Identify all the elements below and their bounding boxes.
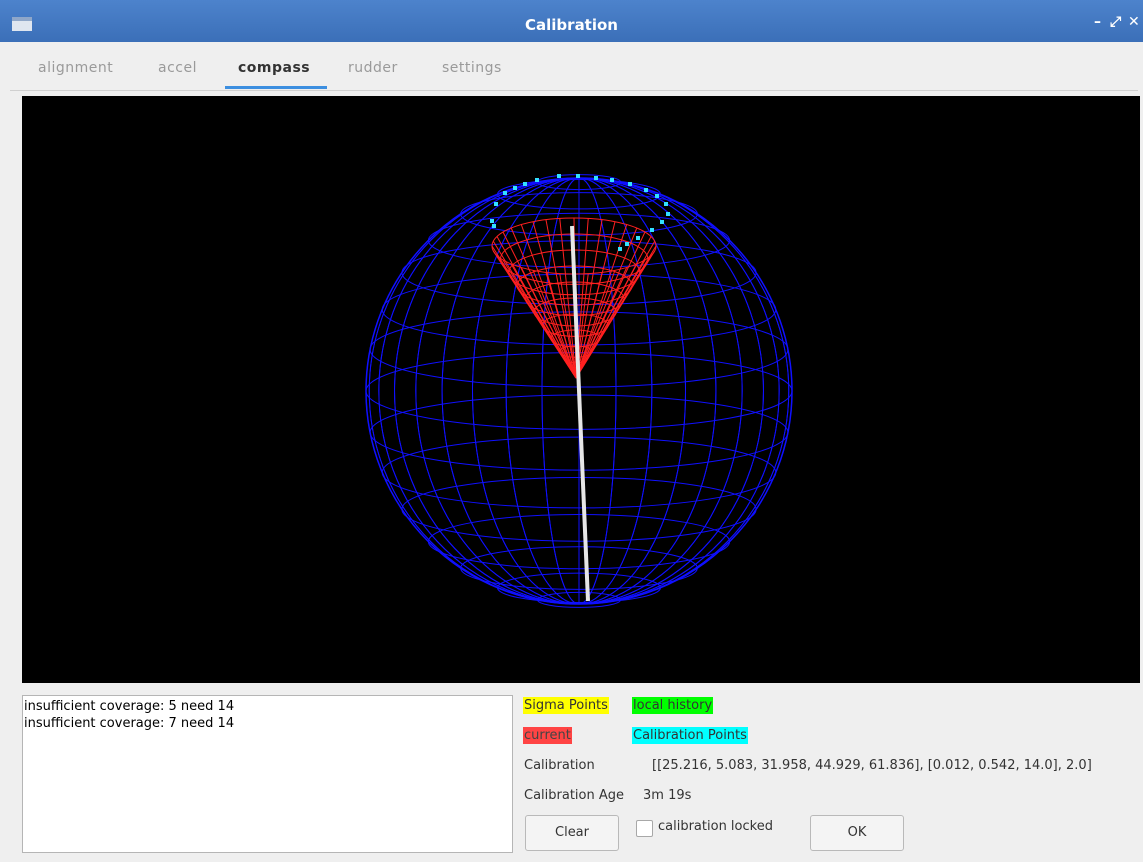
calibration-point [625,242,629,246]
calibration-point [523,182,527,186]
calibration-point [610,178,614,182]
legend-local-history: local history [632,697,714,714]
title-bar[interactable]: Calibration – ⤢ ✕ [0,0,1143,42]
calibration-point [576,174,580,178]
calibration-point [557,174,561,178]
status-log[interactable]: insufficient coverage: 5 need 14 insuffi… [22,695,513,853]
calibration-point [490,219,494,223]
calibration-point [655,194,659,198]
tab-rudder[interactable]: rudder [348,60,398,76]
calibration-locked-checkbox[interactable] [636,820,653,837]
tab-settings[interactable]: settings [442,60,502,76]
app-window-icon [12,17,32,31]
calibration-point [492,224,496,228]
calibration-point [666,212,670,216]
calibration-point [664,202,668,206]
log-line: insufficient coverage: 7 need 14 [24,716,235,731]
calibration-point [494,202,498,206]
calibration-point [636,236,640,240]
legend-calibration-points: Calibration Points [632,727,748,744]
tab-divider [10,90,1138,91]
clear-button[interactable]: Clear [525,815,619,851]
calibration-point [650,228,654,232]
axis-line [570,225,590,602]
tab-accel[interactable]: accel [158,60,197,76]
legend-sigma-points: Sigma Points [523,697,609,714]
calibration-age-label: Calibration Age [524,788,625,803]
calibration-point [644,188,648,192]
calibration-point [535,178,539,182]
calibration-point [660,220,664,224]
maximize-icon[interactable]: ⤢ [1110,14,1122,30]
window-title: Calibration [525,16,618,34]
calibration-value: [[25.216, 5.083, 31.958, 44.929, 61.836]… [652,758,1092,773]
calibration-label: Calibration [524,758,595,773]
minimize-icon[interactable]: – [1094,14,1101,30]
calibration-locked-label[interactable]: calibration locked [658,819,773,834]
calibration-age-value: 3m 19s [643,788,692,803]
close-icon[interactable]: ✕ [1128,14,1140,30]
tab-compass[interactable]: compass [238,60,311,76]
ok-button[interactable]: OK [810,815,904,851]
calibration-point [594,176,598,180]
active-tab-indicator [225,86,327,89]
compass-3d-view[interactable] [22,96,1140,683]
compass-scene [365,174,793,608]
calibration-point [513,186,517,190]
legend-current: current [523,727,572,744]
calibration-point [618,247,622,251]
log-line: insufficient coverage: 5 need 14 [24,699,235,714]
cone-ring-line [567,361,585,369]
calibration-point [503,191,507,195]
calibration-point [628,182,632,186]
tab-alignment[interactable]: alignment [38,60,114,76]
